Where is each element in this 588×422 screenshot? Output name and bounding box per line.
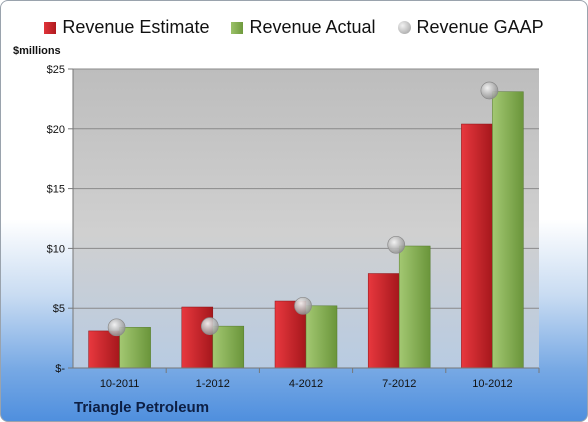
bar-revenue-estimate [461, 123, 493, 369]
marker-revenue-gaap [387, 235, 406, 254]
bar-revenue-actual [492, 91, 524, 369]
marker-revenue-gaap [294, 296, 312, 315]
bar-revenue-estimate [88, 330, 120, 369]
legend-item-actual: Revenue Actual [231, 17, 376, 38]
y-tick-label: $10 [47, 243, 65, 255]
x-tick-label: 10-2011 [100, 378, 140, 390]
legend-item-gaap: Revenue GAAP [397, 17, 544, 38]
x-tick-label: 10-2012 [472, 378, 512, 390]
bar-revenue-actual [119, 327, 151, 369]
y-tick-label: $- [55, 363, 65, 375]
y-unit-label: $millions [13, 45, 61, 57]
x-tick-label: 7-2012 [382, 378, 416, 390]
marker-revenue-gaap [200, 317, 219, 335]
legend: Revenue Estimate Revenue Actual Revenue … [1, 17, 587, 38]
y-tick-label: $5 [53, 303, 65, 315]
marker-revenue-gaap [107, 318, 126, 337]
legend-label-estimate: Revenue Estimate [62, 17, 210, 37]
company-name: Triangle Petroleum [74, 399, 210, 416]
x-tick-label: 4-2012 [289, 378, 323, 390]
legend-swatch-estimate [44, 21, 57, 34]
bar-revenue-estimate [367, 273, 400, 369]
legend-swatch-actual [231, 21, 244, 34]
legend-label-actual: Revenue Actual [249, 17, 376, 37]
bar-revenue-actual [305, 305, 338, 369]
bar-revenue-actual [398, 245, 431, 369]
bar-revenue-estimate [181, 306, 214, 369]
legend-swatch-gaap [397, 21, 411, 34]
legend-item-estimate: Revenue Estimate [44, 17, 209, 38]
marker-revenue-gaap [480, 81, 499, 100]
y-tick-label: $25 [47, 64, 65, 76]
y-tick-label: $20 [47, 124, 65, 136]
x-tick-label: 1-2012 [196, 378, 230, 390]
y-tick-label: $15 [47, 184, 65, 196]
legend-label-gaap: Revenue GAAP [416, 17, 544, 37]
bar-revenue-actual [212, 325, 245, 369]
